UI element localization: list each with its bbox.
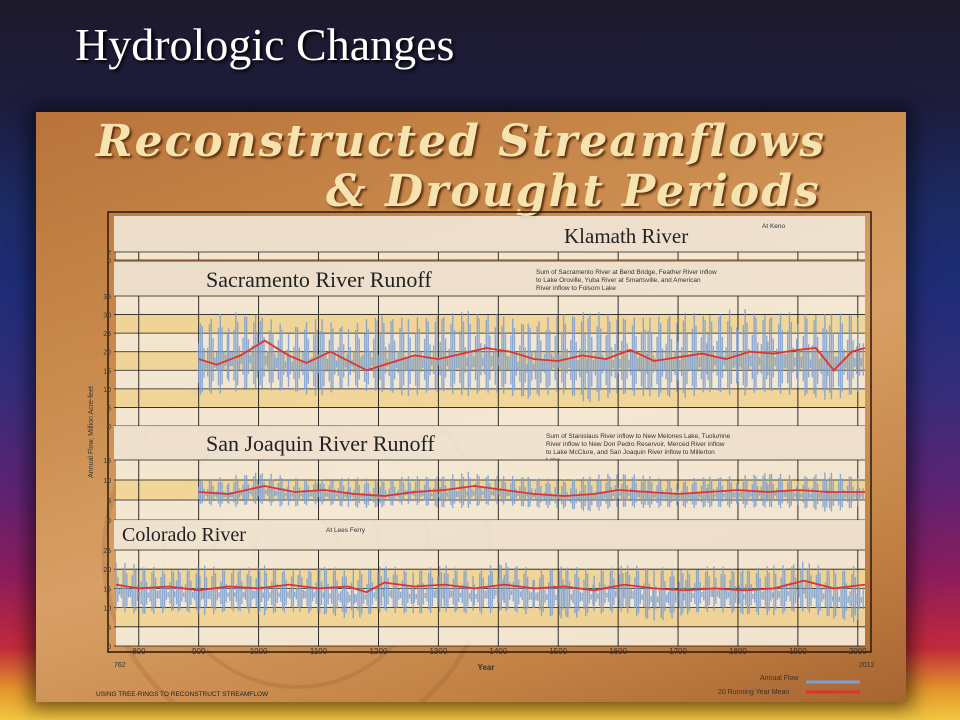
plot-band [116,407,865,426]
panel-title-band [114,216,865,252]
x-tick-label: 1500 [549,647,567,656]
y-tick-label: 20 [103,567,111,574]
x-tick-label: 1000 [250,647,268,656]
poster-footer: USING TREE-RINGS TO RECONSTRUCT STREAMFL… [96,691,269,698]
plot-band [116,388,865,408]
streamflow-poster: Reconstructed Streamflows & Drought Peri… [36,112,906,702]
x-tick-label: 1900 [789,647,807,656]
panel-subtitle: to Lake Oroville, Yuba River at Smartsvi… [536,277,701,284]
y-tick-label: 10 [103,606,111,613]
y-tick-label: 30 [103,313,111,320]
x-tick-label: 900 [192,647,206,656]
y-tick-label: 5 [107,625,111,632]
y-tick-label: 15 [103,586,111,593]
panel-subtitle: Sum of Sacramento River at Bend Bridge, … [536,269,717,276]
panel-subtitle: Sum of Stanislaus River inflow to New Me… [546,433,731,440]
legend-label-running-mean: 20 Running Year Mean [718,689,789,696]
y-tick-label: 15 [103,368,111,375]
x-axis-label: Year [478,663,495,672]
panel-title-band [114,262,865,296]
x-tick-label: 1300 [429,647,447,656]
panel-subtitle: River inflow to New Don Pedro Reservoir,… [546,441,725,448]
x-tick-label: 1700 [669,647,687,656]
y-tick-label: 0 [107,644,111,651]
running-mean-line [198,485,865,497]
y-tick-label: 15 [103,458,111,465]
y-tick-label: 0 [107,518,111,525]
y-tick-label: 5 [107,405,111,412]
x-edge-label: 2012 [859,662,875,669]
y-tick-label: 0 [107,424,111,431]
x-tick-label: 1400 [489,647,507,656]
x-tick-label: 800 [132,647,146,656]
plot-band [116,296,865,315]
y-tick-label: 25 [103,331,111,338]
x-tick-label: 1800 [729,647,747,656]
x-tick-label: 1600 [609,647,627,656]
panel-title: Sacramento River Runoff [206,267,432,292]
plot-band [116,460,865,480]
panel-title: San Joaquin River Runoff [206,431,435,456]
y-tick-label: 25 [103,548,111,555]
y-tick-label: 20 [103,350,111,357]
y-tick-label: 2 [107,250,111,257]
chart-frame [107,211,872,653]
plot-band [116,626,865,646]
plot-band [116,252,865,260]
running-mean-line [198,339,866,372]
panel-subtitle: River inflow to Folsom Lake [536,285,616,292]
y-tick-label: 5 [107,498,111,505]
x-tick-label: 1200 [370,647,388,656]
y-tick-label: 0 [107,258,111,265]
x-edge-label: 762 [114,662,126,669]
legend-label-annual-flow: Annual Flow [760,675,799,682]
panel-subtitle: At Keno [762,223,786,230]
x-tick-label: 1100 [310,647,328,656]
panel-title: Colorado River [122,524,246,546]
poster-title-line1: Reconstructed Streamflows [96,116,827,167]
y-tick-label: 35 [103,294,111,301]
panel-subtitle: to Lake McClure, and San Joaquin River i… [546,449,715,456]
panel-title-band [114,426,865,460]
panel-subtitle: At Lees Ferry [326,527,366,534]
panel-title-band [114,520,865,550]
running-mean-line [115,579,866,594]
slide-title: Hydrologic Changes [75,19,455,70]
x-tick-label: 2000 [849,647,867,656]
y-tick-label: 10 [103,478,111,485]
panel-title: Klamath River [564,224,688,248]
poster-title-line2: & Drought Periods [326,166,821,217]
y-axis-label: Annual Flow, Million Acre-feet [88,386,95,478]
y-tick-label: 10 [103,387,111,394]
